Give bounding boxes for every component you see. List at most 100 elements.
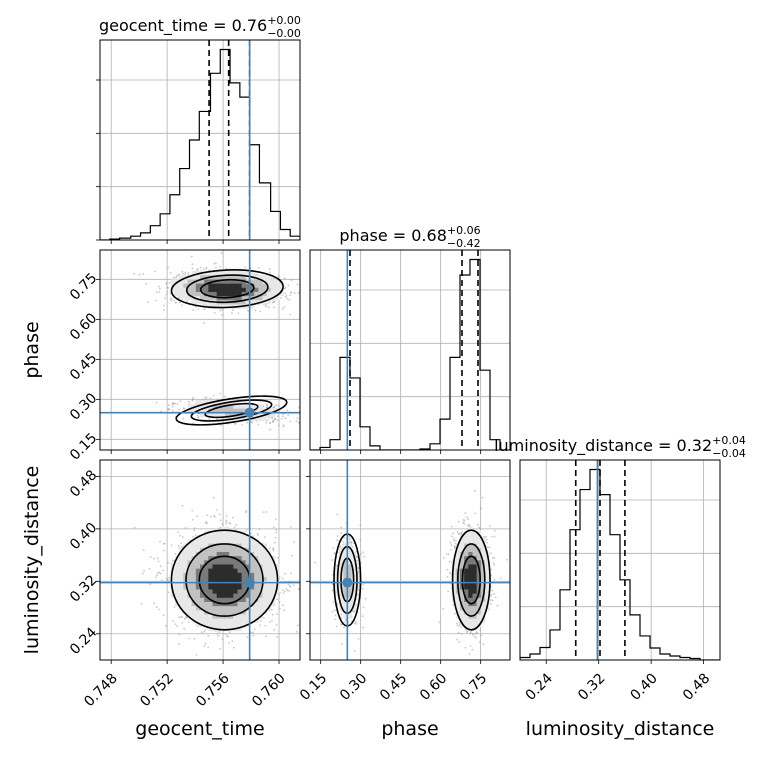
sample-point bbox=[245, 529, 248, 531]
sample-point bbox=[167, 404, 170, 407]
density-cell bbox=[208, 291, 213, 297]
sample-point bbox=[265, 635, 268, 638]
density-cell bbox=[191, 568, 197, 573]
sample-point bbox=[165, 281, 168, 284]
sample-point bbox=[296, 624, 299, 627]
sample-point bbox=[177, 544, 180, 547]
density-cell bbox=[266, 589, 272, 594]
sample-point bbox=[494, 529, 496, 532]
density-cell bbox=[200, 576, 205, 582]
density-cell bbox=[212, 291, 217, 297]
density-cell bbox=[200, 585, 205, 590]
sample-point bbox=[191, 518, 194, 521]
sample-point bbox=[276, 415, 279, 417]
density-cell bbox=[195, 597, 201, 602]
sample-point bbox=[232, 516, 234, 519]
density-cell bbox=[229, 560, 234, 565]
density-cell bbox=[237, 535, 242, 540]
density-cell bbox=[237, 572, 242, 577]
density-cell bbox=[275, 279, 280, 284]
sample-point bbox=[155, 401, 158, 404]
density-cell bbox=[175, 576, 180, 582]
density-cell bbox=[200, 555, 205, 561]
sample-point bbox=[209, 515, 212, 518]
density-cell bbox=[233, 622, 238, 627]
density-cell bbox=[179, 275, 184, 280]
density-cell bbox=[245, 547, 251, 552]
density-cell bbox=[229, 589, 234, 594]
density-cell bbox=[195, 572, 201, 577]
sample-point bbox=[216, 632, 219, 635]
density-cell bbox=[191, 270, 197, 276]
sample-point bbox=[473, 635, 476, 638]
density-cell bbox=[179, 560, 184, 565]
sample-point bbox=[219, 265, 221, 268]
density-cell bbox=[258, 555, 263, 561]
histogram-line-luminosity_distance bbox=[520, 468, 720, 660]
sample-point bbox=[225, 519, 228, 522]
density-cell bbox=[195, 560, 201, 565]
density-cell bbox=[191, 564, 197, 569]
density-cell bbox=[195, 564, 201, 569]
sample-point bbox=[295, 420, 298, 422]
density-cell bbox=[241, 412, 247, 417]
density-cell bbox=[237, 564, 242, 569]
density-cell bbox=[220, 412, 226, 417]
sample-point bbox=[462, 521, 465, 524]
density-cell bbox=[187, 543, 192, 548]
contour-ellipse-0-1 bbox=[185, 274, 269, 304]
density-cell bbox=[191, 597, 197, 602]
sample-point bbox=[280, 418, 283, 420]
density-cell bbox=[175, 568, 180, 573]
sample-point bbox=[167, 562, 170, 564]
sample-point bbox=[456, 638, 459, 641]
density-cell bbox=[175, 572, 180, 577]
density-cell bbox=[195, 279, 201, 284]
density-cell bbox=[233, 547, 238, 552]
sample-point bbox=[289, 585, 292, 588]
density-cell bbox=[237, 601, 242, 607]
sample-point bbox=[195, 654, 198, 656]
density-cell bbox=[208, 551, 213, 557]
density-cell bbox=[216, 585, 222, 590]
sample-point bbox=[213, 394, 215, 397]
density-cell bbox=[204, 535, 209, 540]
density-cell bbox=[220, 585, 226, 590]
density-cell bbox=[241, 622, 247, 627]
density-cell bbox=[183, 279, 188, 284]
sample-point bbox=[173, 606, 176, 608]
density-cell bbox=[275, 283, 280, 288]
density-cell bbox=[195, 585, 201, 590]
sample-point bbox=[282, 592, 285, 595]
sample-point bbox=[493, 563, 496, 566]
sample-point bbox=[174, 402, 177, 405]
sample-point bbox=[200, 631, 203, 634]
density-cell bbox=[266, 560, 272, 565]
sample-point bbox=[283, 609, 286, 611]
density-cell bbox=[270, 593, 276, 598]
joint-panel-geocent_time_luminosity_distance bbox=[100, 460, 300, 660]
density-cell bbox=[266, 295, 272, 301]
sample-point bbox=[191, 267, 194, 270]
sample-point bbox=[157, 560, 160, 563]
density-cell bbox=[216, 576, 222, 582]
sample-point bbox=[357, 571, 360, 573]
sample-point bbox=[359, 524, 362, 527]
sample-point bbox=[473, 489, 476, 492]
density-cell bbox=[225, 291, 230, 297]
sample-point bbox=[336, 539, 338, 542]
sample-point bbox=[287, 414, 290, 417]
sample-point bbox=[179, 400, 182, 403]
density-cell bbox=[208, 304, 213, 309]
density-cell bbox=[183, 564, 188, 569]
density-cell bbox=[200, 597, 205, 602]
density-cell bbox=[245, 275, 251, 280]
panel-title-minus: −0.00 bbox=[267, 27, 301, 40]
sample-point bbox=[458, 640, 461, 643]
sample-point bbox=[450, 572, 452, 575]
density-cell bbox=[200, 300, 205, 305]
sample-point bbox=[361, 615, 364, 617]
panel-title-main: luminosity_distance = 0.32 bbox=[494, 436, 712, 456]
density-cell bbox=[220, 610, 226, 615]
density-cell bbox=[200, 601, 205, 607]
